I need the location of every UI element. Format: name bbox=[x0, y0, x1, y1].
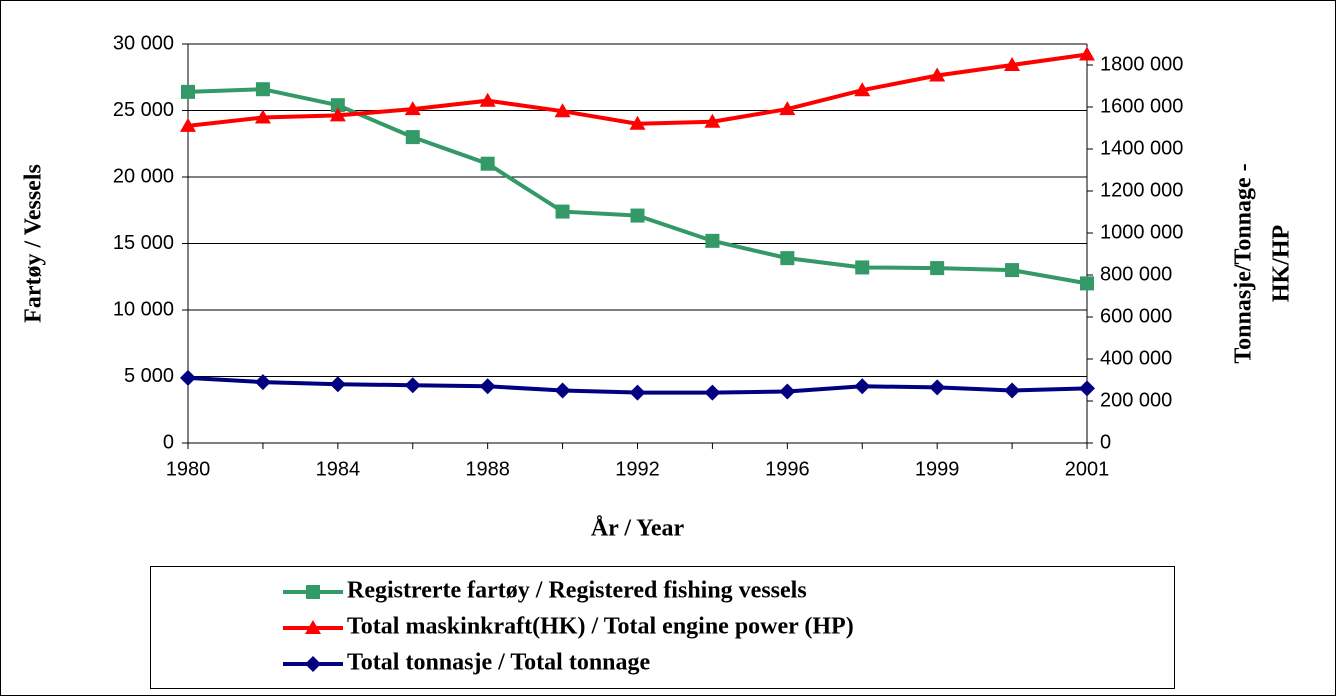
marker bbox=[330, 98, 345, 113]
y-tick-label: 25 000 bbox=[113, 99, 174, 121]
legend-label: Total maskinkraft(HK) / Total engine pow… bbox=[347, 614, 854, 640]
marker bbox=[405, 130, 420, 145]
marker bbox=[479, 92, 496, 107]
x-tick-label: 1992 bbox=[615, 458, 660, 480]
marker bbox=[255, 82, 270, 97]
y-tick-label: 30 000 bbox=[113, 32, 174, 54]
marker bbox=[1004, 382, 1021, 399]
y2-tick-label: 400 000 bbox=[1100, 347, 1172, 369]
marker bbox=[779, 383, 796, 400]
marker bbox=[929, 67, 946, 82]
marker bbox=[1079, 380, 1095, 397]
marker bbox=[329, 107, 346, 122]
x-tick-label: 2001 bbox=[1065, 458, 1110, 480]
x-tick-label: 1999 bbox=[915, 458, 960, 480]
marker bbox=[1080, 276, 1094, 291]
marker bbox=[855, 260, 870, 275]
legend-marker bbox=[306, 585, 320, 599]
marker bbox=[404, 377, 421, 394]
y2-tick-label: 600 000 bbox=[1100, 305, 1172, 327]
y2-axis-title: Tonnasje/Tonnage - bbox=[1231, 163, 1257, 363]
marker bbox=[479, 378, 496, 395]
y2-tick-label: 1200 000 bbox=[1100, 179, 1183, 201]
y-tick-label: 10 000 bbox=[113, 298, 174, 320]
y-tick-label: 20 000 bbox=[113, 165, 174, 187]
y2-tick-label: 1600 000 bbox=[1100, 95, 1183, 117]
y2-tick-label: 200 000 bbox=[1100, 389, 1172, 411]
marker bbox=[1004, 57, 1021, 71]
y2-tick-label: 1800 000 bbox=[1100, 53, 1183, 75]
marker bbox=[329, 376, 346, 393]
y2-tick-label: 1000 000 bbox=[1100, 221, 1183, 243]
marker bbox=[779, 101, 796, 116]
y2-tick-label: 1400 000 bbox=[1100, 137, 1183, 159]
marker bbox=[629, 384, 646, 401]
legend-label: Total tonnasje / Total tonnage bbox=[347, 650, 651, 676]
legend-label: Registrerte fartøy / Registered fishing … bbox=[347, 578, 807, 604]
y-axis-title: Fartøy / Vessels bbox=[21, 164, 47, 323]
x-axis-title: År / Year bbox=[591, 516, 685, 542]
marker bbox=[554, 382, 571, 399]
marker bbox=[704, 384, 721, 401]
y-tick-label: 5 000 bbox=[124, 365, 174, 387]
legend-marker bbox=[305, 620, 321, 634]
y2-axis-title: HK/HP bbox=[1269, 225, 1295, 302]
marker bbox=[404, 101, 421, 116]
marker bbox=[704, 113, 721, 128]
x-tick-label: 1984 bbox=[316, 458, 361, 480]
marker bbox=[1005, 263, 1020, 278]
marker bbox=[929, 379, 946, 396]
marker bbox=[254, 374, 271, 391]
marker bbox=[555, 204, 570, 219]
marker bbox=[554, 103, 571, 118]
marker bbox=[780, 251, 795, 266]
marker bbox=[930, 261, 945, 276]
marker bbox=[180, 117, 196, 132]
marker bbox=[705, 233, 720, 248]
x-tick-label: 1988 bbox=[465, 458, 510, 480]
marker bbox=[854, 82, 871, 97]
marker bbox=[180, 369, 196, 386]
marker bbox=[629, 115, 646, 130]
y2-tick-label: 0 bbox=[1100, 431, 1111, 453]
marker bbox=[254, 109, 271, 124]
y-tick-label: 15 000 bbox=[113, 232, 174, 254]
marker bbox=[1079, 46, 1095, 61]
x-tick-label: 1980 bbox=[166, 458, 211, 480]
x-tick-label: 1996 bbox=[765, 458, 810, 480]
marker bbox=[181, 84, 195, 99]
marker bbox=[854, 378, 871, 395]
y2-tick-label: 800 000 bbox=[1100, 263, 1172, 285]
marker bbox=[480, 156, 495, 171]
y-tick-label: 0 bbox=[163, 431, 174, 453]
legend-marker bbox=[305, 656, 321, 672]
marker bbox=[630, 208, 645, 223]
